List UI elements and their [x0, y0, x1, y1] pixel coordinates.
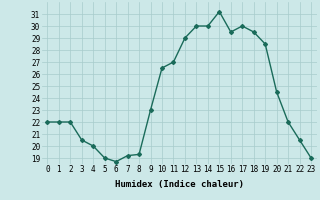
X-axis label: Humidex (Indice chaleur): Humidex (Indice chaleur) — [115, 180, 244, 189]
